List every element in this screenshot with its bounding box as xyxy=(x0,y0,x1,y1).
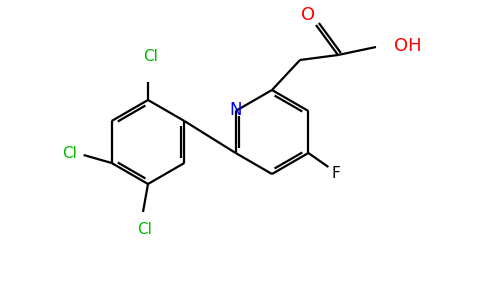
Text: Cl: Cl xyxy=(137,222,152,237)
Text: O: O xyxy=(301,6,315,24)
Text: Cl: Cl xyxy=(62,146,77,161)
Text: OH: OH xyxy=(394,37,422,55)
Text: F: F xyxy=(332,166,341,181)
Text: N: N xyxy=(229,101,242,119)
Text: Cl: Cl xyxy=(144,49,158,64)
